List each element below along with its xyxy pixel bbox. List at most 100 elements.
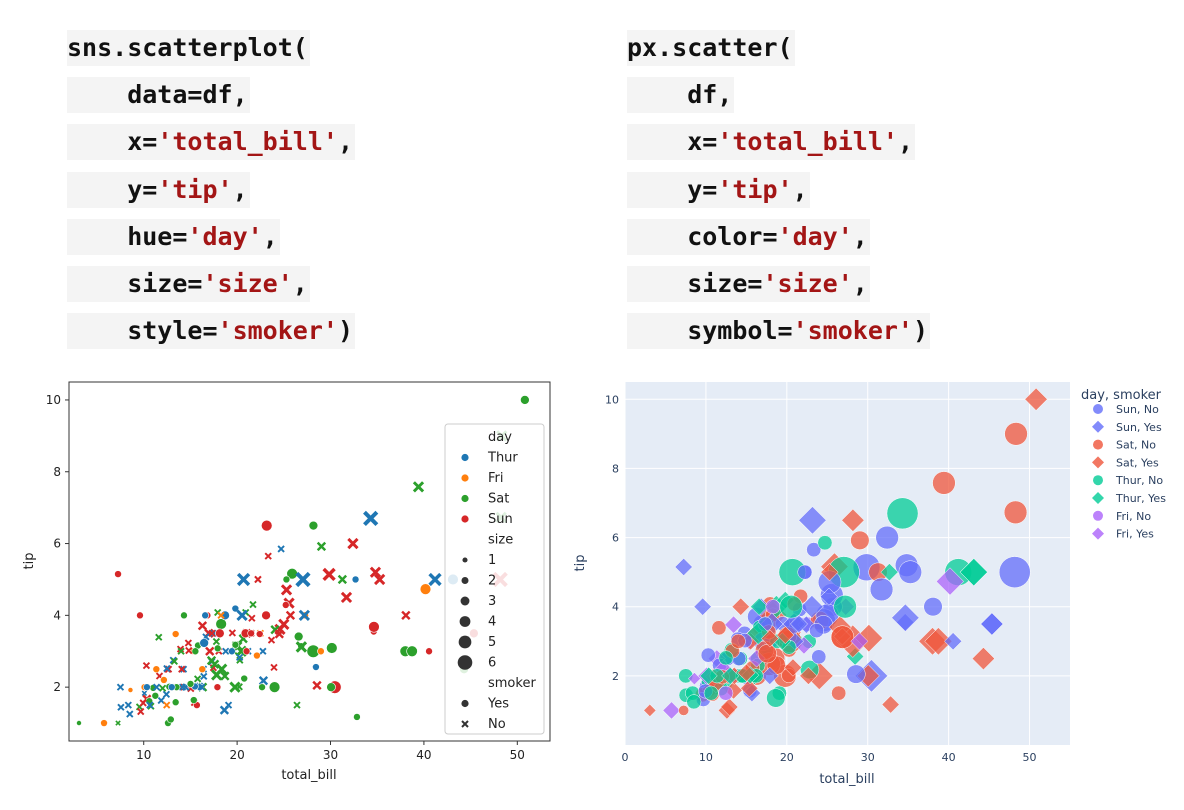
data-point bbox=[177, 647, 185, 655]
code-text: x= bbox=[627, 127, 718, 157]
data-point bbox=[261, 610, 271, 621]
legend-marker bbox=[462, 557, 468, 563]
data-point bbox=[240, 674, 249, 683]
data-point bbox=[935, 567, 965, 596]
data-point bbox=[806, 542, 822, 558]
data-point bbox=[185, 646, 193, 655]
legend: day Thur Fri Sat Sun size 1 2 3 4 5 6 smoker Yes No bbox=[444, 423, 545, 735]
data-point bbox=[285, 610, 296, 620]
data-point bbox=[312, 663, 320, 671]
data-point bbox=[228, 647, 236, 656]
legend-marker bbox=[461, 699, 469, 708]
data-point bbox=[280, 584, 293, 596]
data-point bbox=[737, 663, 756, 682]
data-point bbox=[326, 642, 338, 654]
x-tick-label: 50 bbox=[510, 748, 525, 762]
legend-label: Fri bbox=[488, 471, 504, 486]
data-point bbox=[114, 570, 122, 578]
data-point bbox=[337, 574, 348, 585]
data-point bbox=[316, 541, 327, 552]
legend-label: Sat, No bbox=[1116, 439, 1156, 452]
code-line: x='total_bill', bbox=[627, 124, 915, 161]
legend-marker bbox=[1092, 492, 1104, 504]
data-point bbox=[259, 647, 267, 655]
data-point bbox=[178, 665, 186, 673]
legend-marker bbox=[1093, 439, 1103, 450]
legend-marker bbox=[1092, 420, 1104, 433]
code-string: 'total_bill' bbox=[157, 127, 338, 157]
data-point bbox=[136, 611, 144, 620]
data-point bbox=[789, 615, 808, 633]
data-point bbox=[264, 552, 272, 560]
data-point bbox=[347, 537, 359, 550]
data-point bbox=[406, 645, 418, 657]
data-point bbox=[699, 666, 718, 685]
code-text: y= bbox=[627, 174, 718, 204]
data-point bbox=[674, 557, 693, 576]
data-point bbox=[143, 683, 151, 691]
legend-marker bbox=[461, 453, 469, 462]
data-point bbox=[76, 720, 82, 726]
code-line: sns.scatterplot( bbox=[67, 30, 310, 66]
data-point bbox=[731, 597, 750, 616]
data-point bbox=[819, 587, 838, 606]
data-point bbox=[875, 525, 899, 550]
y-tick-label: 6 bbox=[612, 532, 619, 545]
y-tick-label: 4 bbox=[53, 608, 61, 622]
data-point bbox=[898, 560, 922, 584]
code-text: , bbox=[852, 221, 868, 251]
y-tick-label: 10 bbox=[605, 393, 619, 406]
data-point bbox=[298, 609, 311, 621]
legend-label: Fri, Yes bbox=[1116, 528, 1154, 541]
data-point bbox=[268, 681, 281, 693]
x-tick-label: 10 bbox=[699, 751, 713, 764]
data-point bbox=[797, 564, 813, 580]
data-point bbox=[924, 627, 953, 656]
legend-marker bbox=[1092, 456, 1104, 469]
code-text: sns.scatterplot( bbox=[67, 33, 308, 62]
data-point bbox=[209, 659, 220, 669]
data-point bbox=[205, 646, 215, 656]
y-tick-label: 4 bbox=[612, 601, 619, 614]
legend-marker bbox=[461, 515, 469, 523]
legend-label: Sun bbox=[488, 512, 513, 527]
x-tick-label: 20 bbox=[780, 751, 794, 764]
code-line: symbol='smoker') bbox=[627, 313, 931, 350]
legend-label: Sat bbox=[488, 492, 509, 507]
data-point bbox=[219, 705, 230, 715]
code-string: 'smoker' bbox=[792, 316, 913, 346]
data-point bbox=[141, 690, 148, 696]
data-point bbox=[160, 676, 168, 684]
data-point bbox=[817, 535, 833, 551]
legend-marker bbox=[461, 720, 469, 728]
data-point bbox=[124, 701, 132, 709]
y-tick-label: 8 bbox=[53, 465, 61, 479]
data-point bbox=[1004, 422, 1028, 446]
code-text: ) bbox=[337, 316, 353, 346]
x-axis-label: total_bill bbox=[819, 772, 874, 787]
data-point bbox=[428, 572, 442, 587]
legend-marker bbox=[461, 474, 469, 482]
data-point bbox=[1003, 500, 1028, 524]
data-point bbox=[242, 647, 251, 656]
data-point bbox=[277, 545, 285, 553]
code-string: 'day' bbox=[777, 221, 853, 251]
legend-marker bbox=[1092, 527, 1104, 540]
data-point bbox=[765, 599, 781, 615]
data-point bbox=[167, 715, 175, 724]
data-point bbox=[162, 690, 171, 698]
data-point bbox=[351, 575, 360, 584]
data-point bbox=[322, 567, 336, 582]
data-point bbox=[869, 577, 894, 602]
code-text: size= bbox=[67, 269, 203, 298]
data-point bbox=[750, 597, 769, 616]
data-point bbox=[830, 625, 855, 649]
legend-box bbox=[444, 423, 545, 735]
data-point bbox=[980, 612, 1004, 636]
legend-label: Sun, Yes bbox=[1116, 421, 1162, 434]
legend-title: day bbox=[488, 430, 512, 445]
data-point bbox=[142, 661, 151, 670]
data-point bbox=[831, 685, 847, 701]
data-point bbox=[881, 695, 900, 714]
code-text: color= bbox=[627, 221, 778, 251]
